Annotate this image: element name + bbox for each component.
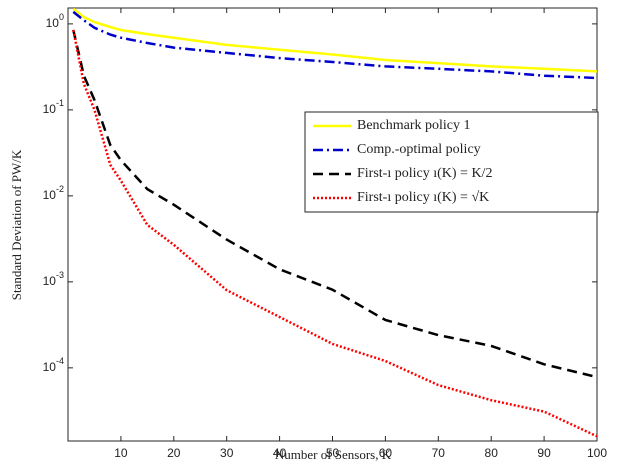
y-tick-label: 10-3 — [43, 270, 64, 288]
y-tick-label: 10-4 — [43, 356, 64, 374]
x-axis-label: Number of Sensors, K — [275, 447, 392, 462]
x-tick-label: 90 — [537, 446, 551, 460]
legend-label: First-ı policy ı(K) = √K — [357, 190, 489, 205]
x-tick-label: 10 — [114, 446, 128, 460]
legend-box — [304, 111, 599, 213]
x-tick-label: 30 — [220, 446, 234, 460]
y-tick-label: 100 — [46, 12, 64, 30]
x-tick-label: 40 — [273, 446, 287, 460]
x-tick-label: 80 — [485, 446, 499, 460]
x-tick-label: 100 — [587, 446, 607, 460]
x-tick-label: 70 — [432, 446, 446, 460]
plot-frame — [67, 7, 598, 442]
x-tick-label: 60 — [379, 446, 393, 460]
legend-label: Benchmark policy 1 — [357, 118, 471, 133]
x-tick-label: 20 — [167, 446, 181, 460]
legend-label: Comp.-optimal policy — [357, 142, 481, 157]
series-line — [72, 29, 597, 438]
y-tick-label: 10-1 — [43, 98, 64, 116]
y-tick-label: 10-2 — [43, 184, 64, 202]
x-tick-label: 50 — [326, 446, 340, 460]
plot-lines — [72, 8, 597, 438]
series-line — [72, 8, 597, 73]
series-line — [72, 29, 597, 379]
series-line — [72, 10, 597, 80]
y-axis-label: Standard Deviation of PW/K — [9, 149, 24, 300]
legend-label: First-ı policy ı(K) = K/2 — [357, 166, 492, 181]
